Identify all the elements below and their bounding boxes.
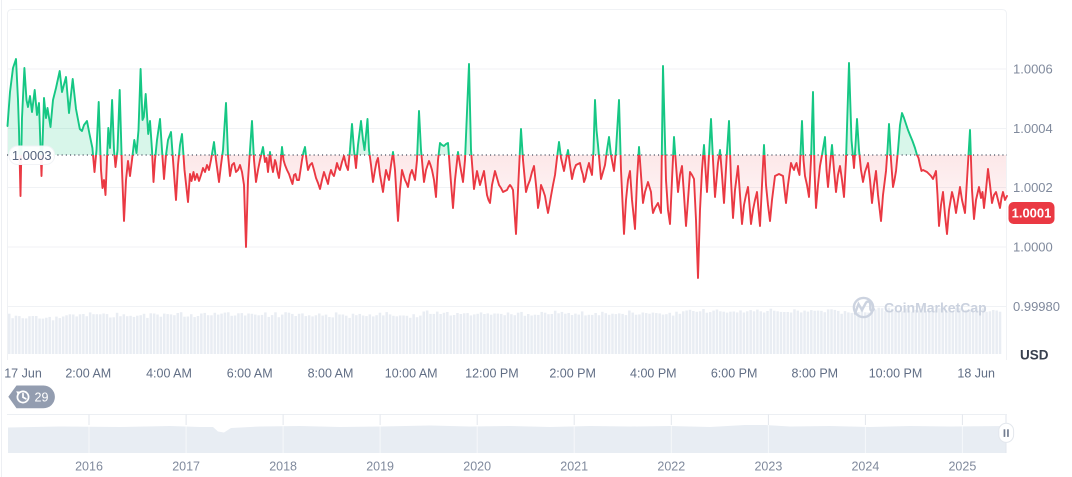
svg-text:2017: 2017 [172, 460, 200, 474]
svg-text:6:00 AM: 6:00 AM [227, 367, 273, 381]
svg-text:CoinMarketCap: CoinMarketCap [884, 300, 987, 316]
svg-text:2018: 2018 [269, 460, 297, 474]
svg-text:2016: 2016 [75, 460, 103, 474]
svg-text:17 Jun: 17 Jun [4, 367, 42, 381]
svg-text:8:00 AM: 8:00 AM [308, 367, 354, 381]
svg-text:2025: 2025 [948, 460, 976, 474]
svg-text:2023: 2023 [754, 460, 782, 474]
svg-text:18 Jun: 18 Jun [957, 367, 995, 381]
svg-text:1.0004: 1.0004 [1013, 121, 1053, 136]
svg-text:2:00 AM: 2:00 AM [65, 367, 111, 381]
svg-text:6:00 PM: 6:00 PM [711, 367, 758, 381]
svg-text:2:00 PM: 2:00 PM [549, 367, 596, 381]
svg-text:1.0001: 1.0001 [1012, 206, 1052, 221]
svg-text:2021: 2021 [560, 460, 588, 474]
svg-text:1.0000: 1.0000 [1013, 240, 1053, 255]
svg-text:4:00 PM: 4:00 PM [630, 367, 677, 381]
svg-text:1.0006: 1.0006 [1013, 62, 1053, 77]
svg-text:1.0002: 1.0002 [1013, 180, 1053, 195]
svg-text:USD: USD [1020, 348, 1049, 363]
svg-text:1.0003: 1.0003 [12, 148, 52, 163]
svg-text:2019: 2019 [366, 460, 394, 474]
svg-text:10:00 AM: 10:00 AM [385, 367, 438, 381]
svg-text:2024: 2024 [851, 460, 879, 474]
svg-text:4:00 AM: 4:00 AM [146, 367, 192, 381]
svg-text:10:00 PM: 10:00 PM [869, 367, 923, 381]
svg-text:2020: 2020 [463, 460, 491, 474]
svg-text:29: 29 [35, 391, 49, 405]
svg-text:8:00 PM: 8:00 PM [792, 367, 839, 381]
svg-text:0.99980: 0.99980 [1013, 299, 1060, 314]
svg-text:2022: 2022 [657, 460, 685, 474]
svg-text:12:00 PM: 12:00 PM [465, 367, 519, 381]
